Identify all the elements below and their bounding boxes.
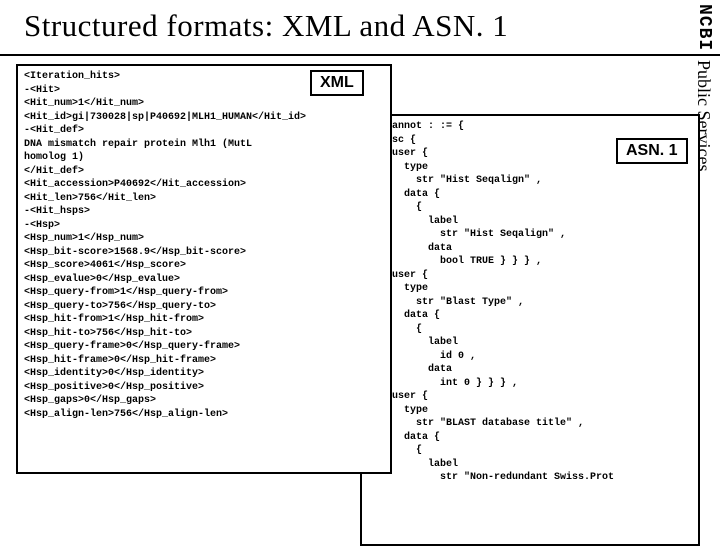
- xml-label: XML: [310, 70, 364, 96]
- page-title: Structured formats: XML and ASN. 1: [0, 0, 720, 56]
- content-area: Seq-annot : := { desc { user { type str …: [0, 56, 720, 540]
- ncbi-label: NCBI: [694, 4, 714, 51]
- asn-code-box: Seq-annot : := { desc { user { type str …: [360, 114, 700, 546]
- asn-label: ASN. 1: [616, 138, 688, 164]
- xml-code-box: <Iteration_hits> -<Hit> <Hit_num>1</Hit_…: [16, 64, 392, 474]
